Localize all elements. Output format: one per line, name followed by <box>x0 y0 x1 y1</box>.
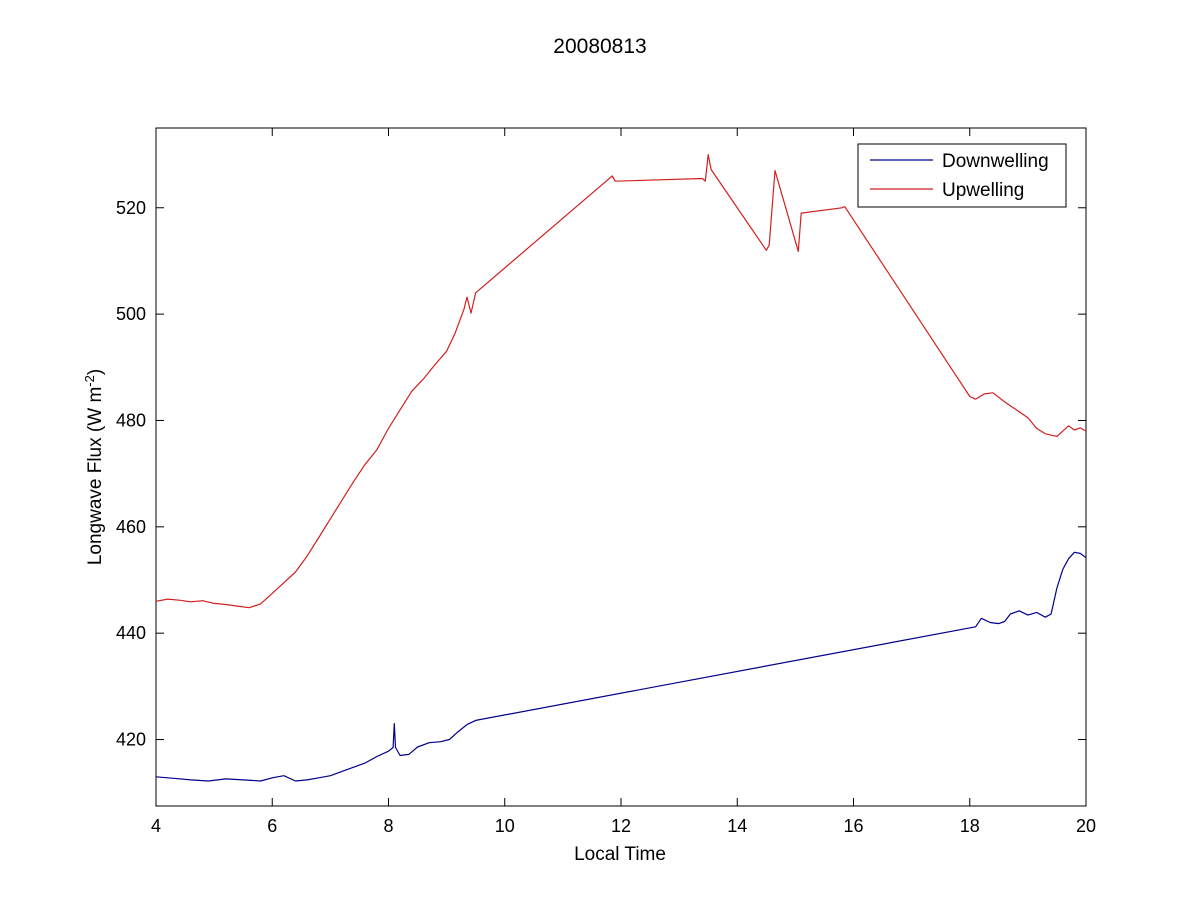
legend-label-downwelling: Downwelling <box>942 151 1049 172</box>
y-tick-label: 520 <box>116 198 146 218</box>
y-axis-label-close: ) <box>85 369 106 375</box>
series-line-upwelling <box>155 154 1087 609</box>
legend: Downwelling Upwelling <box>857 143 1067 208</box>
chart-title: 20080813 <box>553 35 646 58</box>
x-tick-label: 14 <box>727 816 747 836</box>
y-axis-label-superscript: -2 <box>82 375 97 387</box>
x-axis-label: Local Time <box>574 844 666 865</box>
x-tick-label: 18 <box>960 816 980 836</box>
x-tick-label: 6 <box>267 816 277 836</box>
y-tick-label: 460 <box>116 517 146 537</box>
series-line-downwelling <box>155 551 1087 782</box>
x-tick-label: 4 <box>151 816 161 836</box>
y-tick-label: 420 <box>116 730 146 750</box>
y-axis-label: Longwave Flux (W m-2) <box>82 369 106 565</box>
x-tick-label: 16 <box>843 816 863 836</box>
series-lines <box>155 154 1087 782</box>
x-tick-label: 10 <box>495 816 515 836</box>
x-tick-label: 20 <box>1076 816 1096 836</box>
y-tick-label: 500 <box>116 304 146 324</box>
x-tick-label: 12 <box>611 816 631 836</box>
legend-label-upwelling: Upwelling <box>942 180 1024 201</box>
y-tick-label: 440 <box>116 623 146 643</box>
y-tick-label: 480 <box>116 410 146 430</box>
x-tick-label: 8 <box>383 816 393 836</box>
y-axis-label-main: Longwave Flux (W m <box>85 387 106 565</box>
axis-ticks: 4 6 8 10 12 14 16 18 20 420 440 460 480 500 520 <box>116 128 1096 836</box>
plot-area <box>155 127 1087 807</box>
legend-box <box>857 143 1067 208</box>
